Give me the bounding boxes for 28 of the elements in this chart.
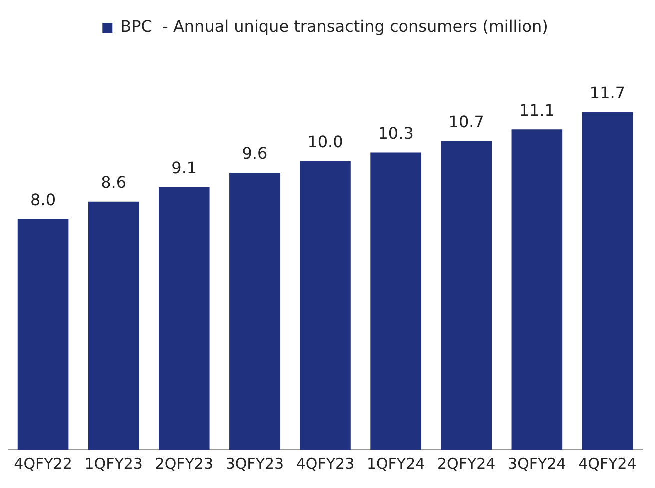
data-label: 10.0 — [308, 132, 344, 152]
bar — [441, 141, 492, 450]
bar — [88, 202, 140, 450]
bar — [18, 219, 69, 450]
x-tick-label: 2QFY24 — [437, 454, 496, 473]
x-tick-label: 4QFY23 — [296, 454, 355, 473]
bar — [300, 161, 351, 450]
data-label: 9.1 — [172, 158, 198, 178]
data-label: 11.7 — [590, 84, 626, 103]
bar — [582, 112, 634, 450]
x-tick-label: 2QFY23 — [155, 454, 214, 473]
legend-label: BPC - Annual unique transacting consumers (million) — [120, 17, 548, 36]
data-label: 9.6 — [242, 144, 268, 164]
x-tick-label: 4QFY22 — [14, 454, 72, 473]
x-tick-label: 1QFY23 — [84, 454, 143, 473]
data-label: 10.3 — [378, 124, 414, 143]
x-tick-label: 3QFY23 — [226, 454, 284, 473]
x-tick-label: 3QFY24 — [508, 454, 566, 473]
x-tick-label: 4QFY24 — [578, 454, 637, 473]
bar — [230, 172, 280, 450]
bar — [370, 152, 422, 450]
data-label: 8.6 — [101, 172, 127, 192]
x-tick-label: 1QFY24 — [366, 454, 426, 473]
bar — [158, 187, 210, 450]
bar — [512, 130, 563, 450]
data-label: 8.0 — [30, 190, 56, 210]
data-label: 11.1 — [519, 100, 555, 120]
data-label: 10.7 — [448, 112, 484, 132]
